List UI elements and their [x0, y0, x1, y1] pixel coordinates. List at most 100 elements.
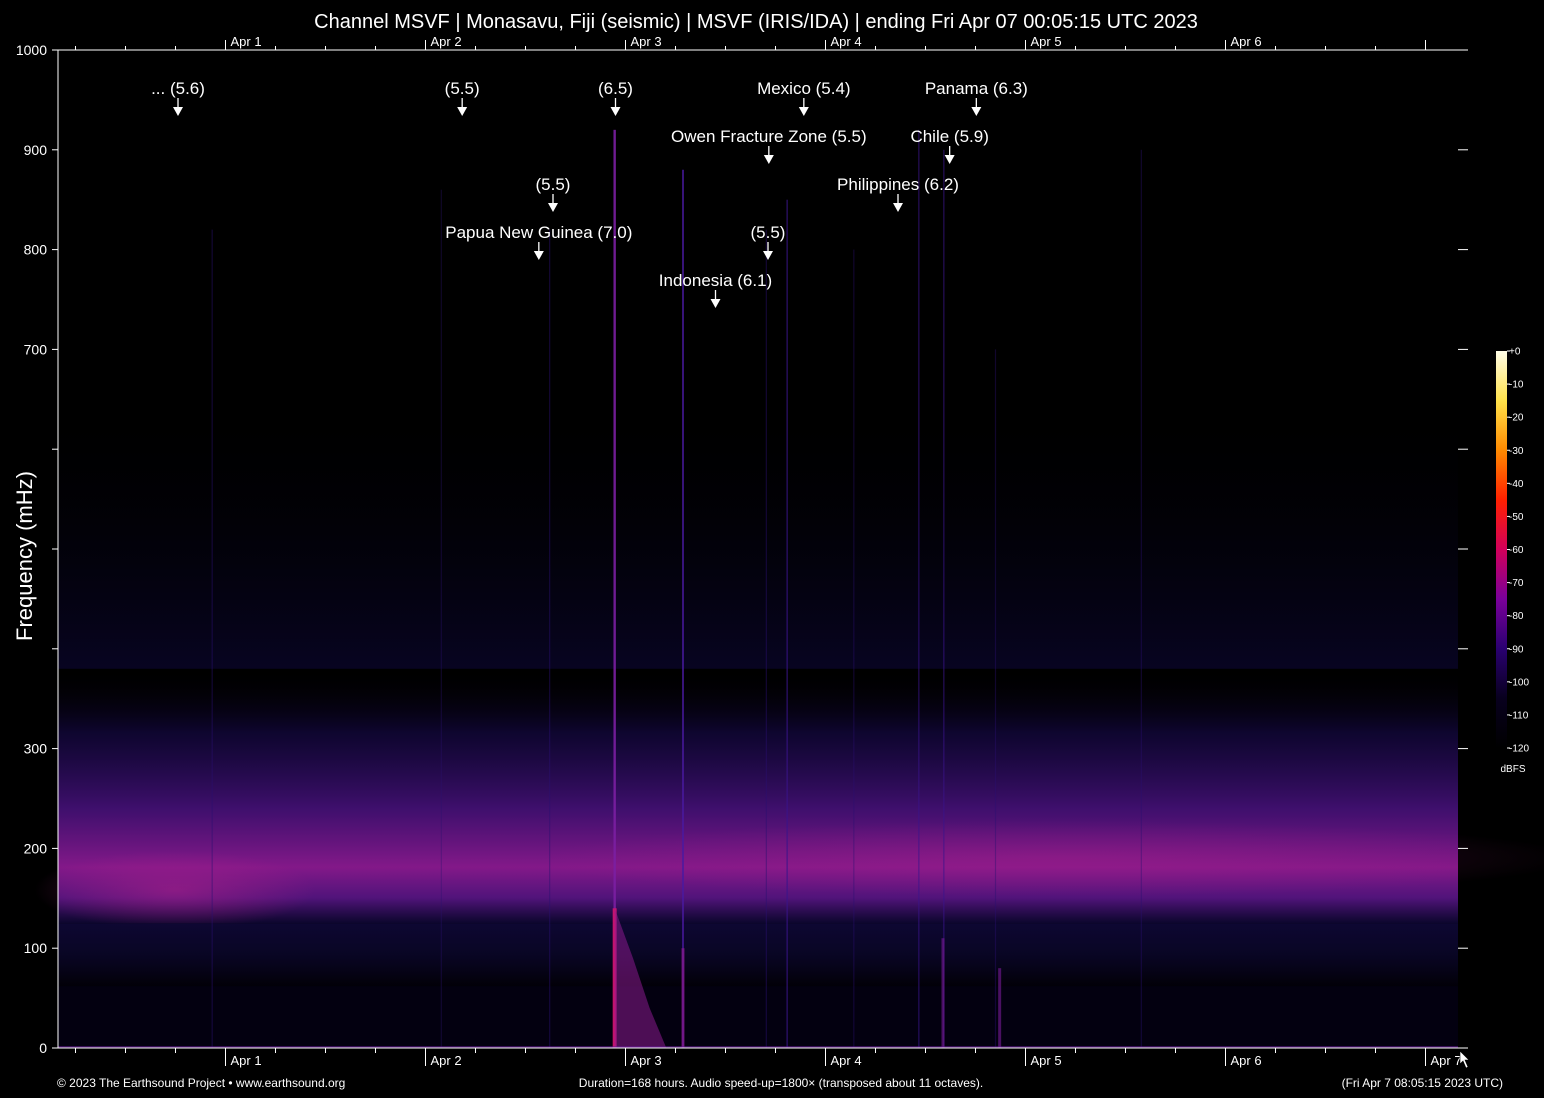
- bottom-band: [58, 986, 1458, 1048]
- event-streak: [943, 149, 945, 1049]
- event-streak: [853, 249, 855, 1049]
- event-label: Indonesia (6.1): [659, 271, 772, 290]
- event-arrow-icon: [548, 203, 558, 212]
- y-tick-label: 300: [24, 741, 48, 757]
- event-label: (5.5): [536, 175, 571, 194]
- colorbar-tick-label: -70: [1509, 578, 1524, 589]
- event-streak: [682, 169, 684, 1048]
- x-date-label-top: Apr 2: [431, 34, 462, 49]
- noise-haze: [58, 399, 1458, 669]
- colorbar-tick-label: -10: [1509, 380, 1524, 391]
- event-annotation: (5.5): [536, 175, 571, 212]
- event-annotation: Indonesia (6.1): [659, 271, 772, 308]
- event-streak: [918, 129, 920, 1049]
- x-date-label: Apr 3: [631, 1053, 662, 1068]
- event-label: Owen Fracture Zone (5.5): [671, 127, 867, 146]
- colorbar-gradient: [1496, 351, 1507, 748]
- colorbar-tick-label: -100: [1509, 677, 1529, 688]
- x-date-label-top: Apr 4: [831, 34, 862, 49]
- y-tick-label: 1000: [16, 42, 47, 58]
- chart-title: Channel MSVF | Monasavu, Fiji (seismic) …: [314, 11, 1198, 33]
- footer-copyright: © 2023 The Earthsound Project • www.eart…: [57, 1076, 345, 1090]
- event-annotation: ... (5.6): [151, 79, 205, 116]
- event-label: Philippines (6.2): [837, 175, 959, 194]
- event-annotation: Philippines (6.2): [837, 175, 959, 212]
- event-streak: [786, 199, 788, 1048]
- x-date-label: Apr 5: [1031, 1053, 1062, 1068]
- low-band: [58, 923, 1458, 987]
- y-tick-label: 200: [24, 840, 48, 856]
- colorbar-tick-label: -110: [1509, 710, 1529, 721]
- event-streak: [994, 349, 997, 1048]
- colorbar-tick-label: -120: [1509, 744, 1529, 755]
- event-arrow-icon: [971, 107, 982, 116]
- event-annotation: Owen Fracture Zone (5.5): [671, 127, 867, 164]
- energy-patch: [538, 820, 1544, 897]
- event-annotation: Panama (6.3): [925, 79, 1028, 116]
- event-arrow-icon: [610, 107, 621, 116]
- colorbar-tick-label: -20: [1509, 413, 1524, 424]
- event-arrow-icon: [533, 251, 544, 260]
- x-date-label-top: Apr 1: [231, 34, 262, 49]
- event-label: (6.5): [598, 79, 633, 98]
- event-label: (5.5): [751, 223, 786, 242]
- footer-duration: Duration=168 hours. Audio speed-up=1800×…: [579, 1076, 983, 1090]
- x-date-label: Apr 4: [831, 1053, 862, 1068]
- cursor-icon: [1459, 1050, 1470, 1069]
- event-arrow-icon: [710, 299, 721, 308]
- y-tick-label: 900: [24, 142, 48, 158]
- colorbar-tick-label: -30: [1509, 446, 1524, 457]
- event-label: (5.5): [445, 79, 480, 98]
- event-streak: [211, 229, 213, 1048]
- event-annotations: ... (5.6) (5.5) (6.5) Mexico (5.4) Panama (6…: [151, 79, 1028, 308]
- event-arrow-icon: [944, 155, 955, 164]
- event-burst: [941, 938, 945, 1048]
- colorbar: +0 -10 -20 -30 -40 -50 -60 -70 -80 -90 -100 -110 -12…: [1496, 347, 1529, 775]
- event-annotation: (6.5): [598, 79, 633, 116]
- event-arrow-icon: [457, 107, 468, 116]
- spectrogram-image: [34, 129, 1544, 1049]
- y-tick-label: 100: [24, 940, 48, 956]
- colorbar-tick-label: -60: [1509, 545, 1524, 556]
- colorbar-tick-label: +0: [1509, 347, 1521, 358]
- event-label: ... (5.6): [151, 79, 205, 98]
- colorbar-tick-label: -50: [1509, 512, 1524, 523]
- y-tick-label: 800: [24, 242, 48, 258]
- event-annotation: Mexico (5.4): [757, 79, 851, 116]
- event-streak: [549, 229, 551, 1048]
- event-streak: [440, 189, 442, 1049]
- x-date-label: Apr 2: [431, 1053, 462, 1068]
- x-date-label: Apr 6: [1231, 1053, 1262, 1068]
- y-tick-label: 700: [24, 341, 48, 357]
- event-streak: [765, 229, 767, 1048]
- event-annotation: (5.5): [751, 223, 786, 260]
- event-burst: [998, 968, 1002, 1048]
- colorbar-tick-label: -90: [1509, 644, 1524, 655]
- event-annotation: Chile (5.9): [910, 127, 989, 164]
- event-burst-tail: [614, 908, 667, 1048]
- event-streak: [1140, 149, 1142, 1049]
- colorbar-tick-label: -40: [1509, 479, 1524, 490]
- x-date-label-top: Apr 3: [631, 34, 662, 49]
- event-arrow-icon: [798, 107, 809, 116]
- event-label: Papua New Guinea (7.0): [445, 223, 632, 242]
- event-label: Panama (6.3): [925, 79, 1028, 98]
- footer-timestamp: (Fri Apr 7 08:05:15 2023 UTC): [1342, 1076, 1503, 1090]
- axes: 0 100 200 300 700 800 900 1000 Apr 1 Apr 1 Apr 2 Ap…: [16, 34, 1468, 1068]
- event-annotation: (5.5): [445, 79, 480, 116]
- y-axis-label: Frequency (mHz): [12, 471, 37, 641]
- event-label: Chile (5.9): [910, 127, 988, 146]
- colorbar-unit: dBFS: [1500, 764, 1525, 775]
- event-arrow-icon: [763, 155, 774, 164]
- event-annotation: Papua New Guinea (7.0): [445, 223, 632, 260]
- energy-patch: [34, 850, 315, 931]
- event-arrow-icon: [173, 107, 183, 116]
- event-arrow-icon: [763, 251, 773, 260]
- event-streak: [613, 129, 616, 1049]
- y-tick-label: 0: [39, 1040, 47, 1056]
- x-date-label-top: Apr 6: [1231, 34, 1262, 49]
- event-label: Mexico (5.4): [757, 79, 851, 98]
- x-date-label: Apr 1: [231, 1053, 262, 1068]
- event-burst: [681, 948, 685, 1048]
